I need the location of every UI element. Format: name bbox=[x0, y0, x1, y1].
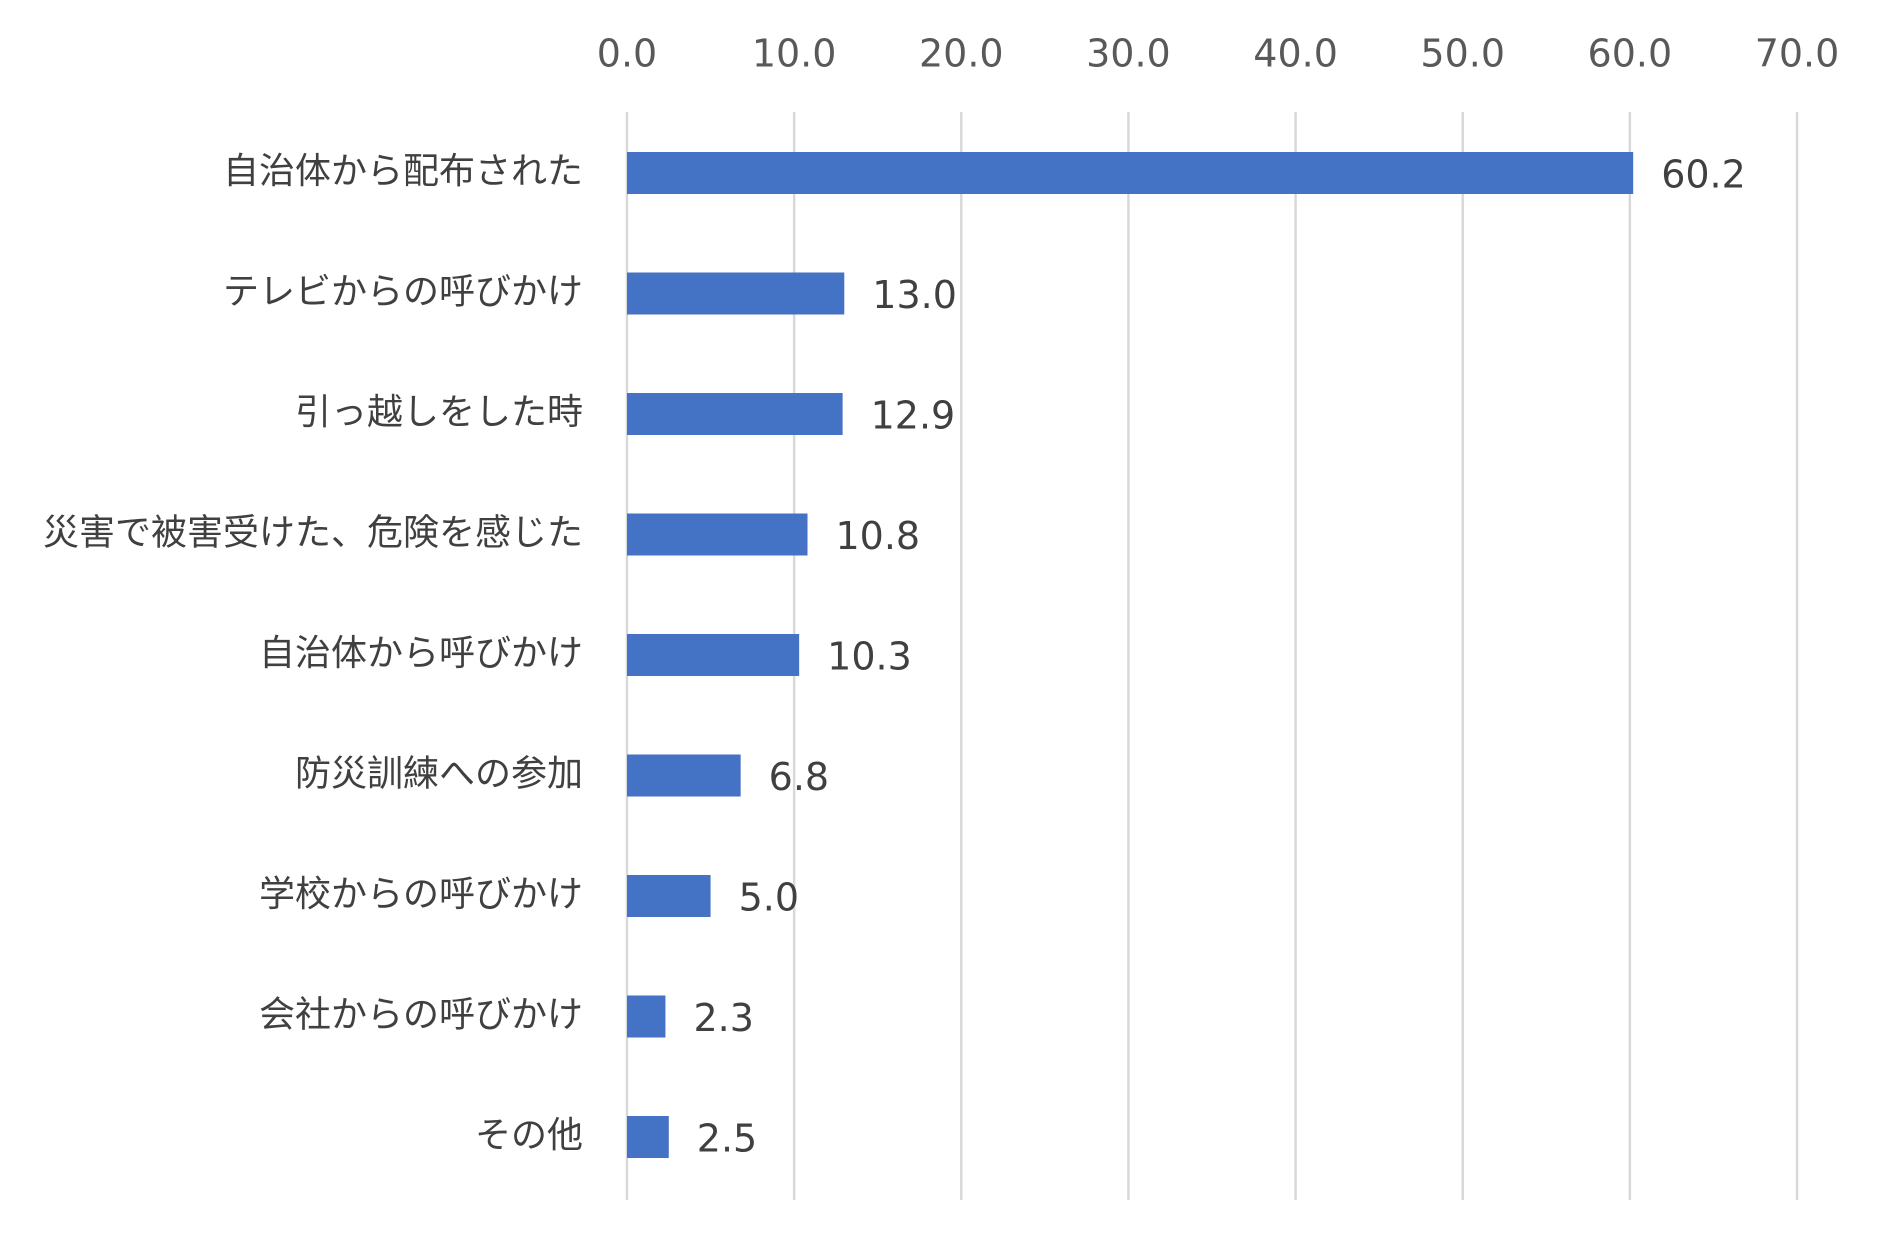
data-label: 2.5 bbox=[697, 1117, 757, 1161]
category-labels: 自治体から配布されたテレビからの呼びかけ引っ越しをした時災害で被害受けた、危険を… bbox=[43, 151, 583, 1156]
bar bbox=[627, 634, 800, 676]
bar bbox=[627, 995, 666, 1038]
bar bbox=[627, 1116, 669, 1158]
category-label: 会社からの呼びかけ bbox=[259, 995, 583, 1036]
category-label: 防災訓練への参加 bbox=[295, 754, 583, 795]
data-label: 5.0 bbox=[739, 876, 799, 920]
x-tick-label: 40.0 bbox=[1253, 32, 1338, 76]
bars bbox=[627, 152, 1634, 1158]
x-tick-label: 50.0 bbox=[1420, 32, 1505, 76]
data-label: 12.9 bbox=[871, 394, 956, 438]
category-label: 引っ越しをした時 bbox=[295, 392, 583, 433]
category-label: テレビからの呼びかけ bbox=[223, 272, 583, 313]
x-axis-ticks: 0.0 10.0 20.0 30.0 40.0 50.0 60.0 70.0 bbox=[597, 32, 1840, 76]
bar bbox=[627, 272, 845, 315]
data-label: 2.3 bbox=[693, 996, 753, 1040]
bar bbox=[627, 513, 808, 556]
x-tick-label: 70.0 bbox=[1755, 32, 1840, 76]
data-label: 10.3 bbox=[827, 635, 912, 679]
x-tick-label: 0.0 bbox=[597, 32, 657, 76]
data-labels: 60.2 13.0 12.9 10.8 10.3 6.8 5.0 2.3 2.5 bbox=[693, 153, 1745, 1161]
x-tick-label: 30.0 bbox=[1086, 32, 1171, 76]
category-label: 学校からの呼びかけ bbox=[259, 874, 583, 915]
category-label: 自治体から配布された bbox=[223, 151, 583, 192]
bar bbox=[627, 754, 741, 797]
category-label: 自治体から呼びかけ bbox=[259, 633, 583, 674]
category-label: その他 bbox=[475, 1115, 583, 1156]
bar bbox=[627, 152, 1634, 194]
x-tick-label: 20.0 bbox=[919, 32, 1004, 76]
bar bbox=[627, 875, 711, 917]
x-tick-label: 10.0 bbox=[752, 32, 837, 76]
data-label: 60.2 bbox=[1661, 153, 1746, 197]
data-label: 6.8 bbox=[769, 755, 829, 799]
x-tick-label: 60.0 bbox=[1588, 32, 1673, 76]
data-label: 10.8 bbox=[836, 514, 921, 558]
bar bbox=[627, 393, 843, 435]
category-label: 災害で被害受けた、危険を感じた bbox=[43, 513, 583, 554]
data-label: 13.0 bbox=[872, 273, 957, 317]
